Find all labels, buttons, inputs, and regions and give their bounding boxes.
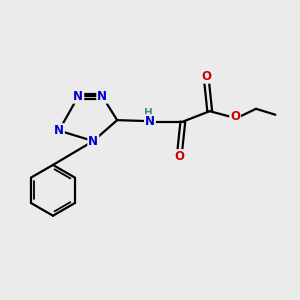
Text: N: N	[97, 90, 107, 103]
Text: O: O	[202, 70, 212, 83]
Text: N: N	[145, 115, 155, 128]
Text: O: O	[230, 110, 240, 123]
Text: N: N	[88, 134, 98, 148]
Text: H: H	[144, 108, 153, 118]
Text: N: N	[54, 124, 64, 137]
Text: O: O	[175, 150, 185, 163]
Text: N: N	[73, 90, 83, 103]
